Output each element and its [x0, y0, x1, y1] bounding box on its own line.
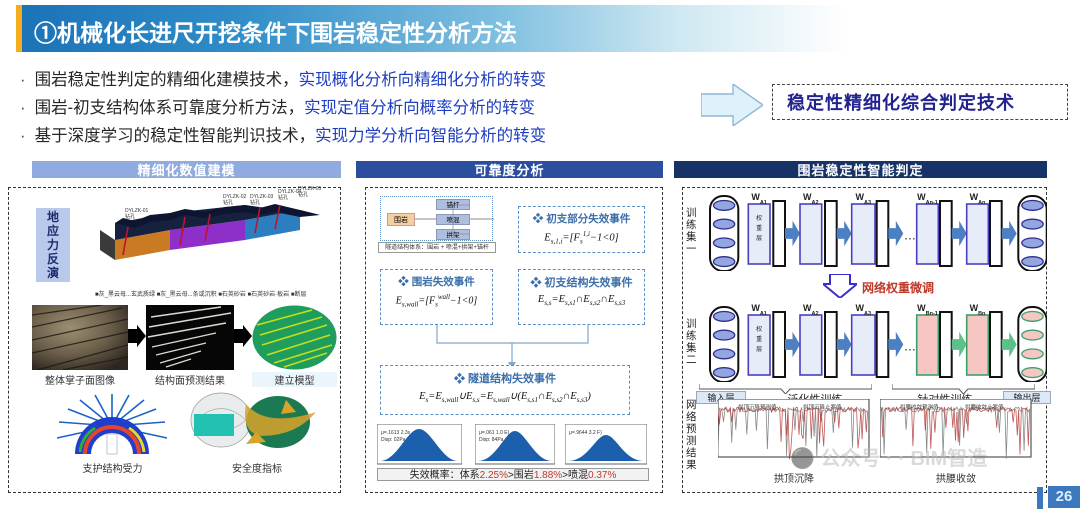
svg-text:权: 权: [756, 214, 762, 222]
svg-text:Disp: 02Pa: Disp: 02Pa: [381, 437, 406, 443]
svg-text:Disp: 84Pa: Disp: 84Pa: [479, 437, 504, 443]
svg-text:拱腰收敛止案值: 拱腰收敛止案值: [965, 403, 1004, 411]
svg-text:重: 重: [756, 335, 762, 343]
svg-text:钻孔: 钻孔: [298, 191, 308, 198]
svg-text:μ=.061 1.0 E): μ=.061 1.0 E): [479, 430, 510, 436]
svg-text:钻孔: 钻孔: [223, 199, 233, 206]
svg-text:权: 权: [756, 325, 762, 333]
svg-text:重: 重: [756, 224, 762, 232]
svg-text:钻孔: 钻孔: [278, 194, 288, 201]
svg-text:拱顶沉降止案值: 拱顶沉降止案值: [803, 403, 842, 411]
svg-text:μ=.9644 3.2 F): μ=.9644 3.2 F): [569, 430, 602, 436]
svg-text:...: ...: [904, 227, 916, 243]
svg-text:钻孔: 钻孔: [250, 199, 260, 206]
svg-text:拱顶沉降预测值: 拱顶沉降预测值: [738, 403, 777, 411]
svg-text:μ=.1613 2.3s: μ=.1613 2.3s: [381, 430, 411, 436]
svg-text:钻孔: 钻孔: [125, 213, 135, 220]
svg-text:层: 层: [756, 235, 762, 242]
svg-text:拱腰收敛预测值: 拱腰收敛预测值: [900, 403, 939, 411]
svg-text:...: ...: [904, 338, 916, 354]
svg-text:层: 层: [756, 346, 762, 353]
